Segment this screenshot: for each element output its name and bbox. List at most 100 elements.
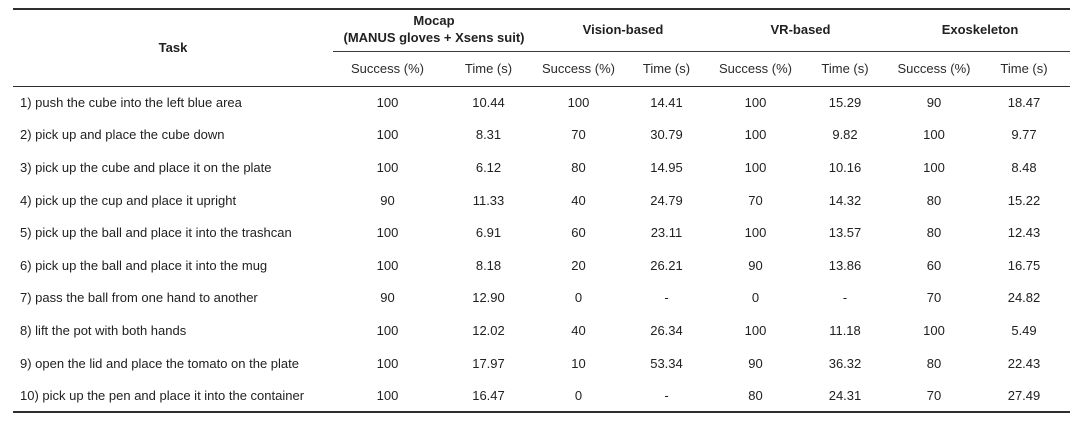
value-cell: 0: [751, 290, 760, 306]
value-cell: 14.41: [650, 95, 683, 111]
value-cell: 90: [380, 192, 395, 208]
value-cell: 70: [571, 127, 586, 143]
value-cell: 10.16: [828, 159, 862, 175]
value-cell: 26.34: [650, 322, 683, 338]
value-cell: 15.29: [828, 95, 862, 111]
value-cell: 40: [571, 192, 586, 208]
value-cell: 26.21: [650, 257, 683, 273]
value-cell: 6.91: [475, 225, 502, 241]
table-row: 10) pick up the pen and place it into th…: [13, 379, 1070, 412]
value-cell: 8.18: [475, 257, 502, 273]
value-cell: 100: [923, 127, 945, 143]
table-row: 2) pick up and place the cube down 100 8.3…: [13, 119, 1070, 152]
value-cell: -: [664, 290, 669, 306]
task-cell: 1) push the cube into the left blue area: [20, 95, 242, 111]
task-column-header: Task: [13, 9, 333, 87]
value-cell: 15.22: [1007, 192, 1041, 208]
group-label-vision-based: Vision-based: [582, 21, 664, 37]
value-cell: 13.86: [828, 257, 862, 273]
task-cell: 9) open the lid and place the tomato on …: [20, 355, 299, 371]
value-cell: 11.33: [472, 192, 505, 208]
value-cell: 8.31: [475, 127, 502, 143]
task-cell: 2) pick up and place the cube down: [20, 127, 225, 143]
table-header: Task Mocap (MANUS gloves + Xsens suit) V…: [13, 9, 1070, 87]
group-header-exoskeleton: Exoskeleton: [890, 9, 1070, 52]
value-cell: 0: [574, 290, 583, 306]
value-cell: 11.18: [829, 322, 861, 338]
value-cell: 40: [571, 322, 586, 338]
group-header-mocap: Mocap (MANUS gloves + Xsens suit): [333, 9, 535, 52]
value-cell: 90: [926, 95, 942, 111]
value-cell: 9.77: [1011, 127, 1037, 143]
value-cell: 20: [571, 257, 586, 273]
value-cell: 70: [926, 387, 942, 403]
value-cell: 100: [376, 225, 399, 241]
value-cell: 5.49: [1011, 322, 1037, 338]
value-cell: -: [664, 387, 669, 403]
value-cell: 24.79: [650, 192, 683, 208]
table-row: 9) open the lid and place the tomato on …: [13, 347, 1070, 380]
value-cell: 100: [376, 387, 399, 403]
value-cell: 80: [926, 192, 942, 208]
task-cell: 3) pick up the cube and place it on the …: [20, 159, 272, 175]
value-cell: 22.43: [1007, 355, 1041, 371]
value-cell: 23.11: [650, 225, 683, 241]
value-cell: 36.32: [828, 355, 862, 371]
value-cell: 100: [376, 127, 399, 143]
subheader-mocap-success: Success (%): [333, 51, 442, 87]
value-cell: 8.48: [1011, 159, 1037, 175]
value-cell: 9.82: [832, 127, 858, 143]
value-cell: 100: [376, 257, 399, 273]
results-table: Task Mocap (MANUS gloves + Xsens suit) V…: [13, 8, 1070, 413]
table-row: 4) pick up the cup and place it upright 9…: [13, 184, 1070, 217]
value-cell: 90: [748, 257, 763, 273]
value-cell: 60: [571, 225, 586, 241]
value-cell: 6.12: [475, 159, 502, 175]
sub-header-row: Success (%) Time (s) Success (%) Time (s…: [13, 51, 1070, 87]
task-cell: 5) pick up the ball and place it into th…: [20, 225, 292, 241]
value-cell: 100: [923, 159, 945, 175]
subheader-vr-success: Success (%): [711, 51, 800, 87]
value-cell: 10.44: [472, 95, 505, 111]
value-cell: 24.31: [828, 387, 862, 403]
value-cell: 100: [744, 225, 767, 241]
value-cell: 100: [744, 127, 767, 143]
task-cell: 8) lift the pot with both hands: [20, 322, 187, 338]
subheader-vision-time: Time (s): [622, 51, 711, 87]
group-sublabel-mocap: (MANUS gloves + Xsens suit): [343, 30, 525, 46]
group-header-row: Task Mocap (MANUS gloves + Xsens suit) V…: [13, 9, 1070, 87]
table-row: 7) pass the ball from one hand to anothe…: [13, 282, 1070, 315]
group-header-vision-based: Vision-based: [535, 9, 711, 52]
value-cell: 100: [744, 159, 767, 175]
subheader-exoskeleton-time: Time (s): [978, 51, 1070, 87]
value-cell: 80: [926, 225, 942, 241]
value-cell: 100: [376, 355, 399, 371]
value-cell: 53.34: [650, 355, 683, 371]
value-cell: 12.90: [472, 290, 505, 306]
task-cell: 4) pick up the cup and place it upright: [20, 192, 237, 208]
value-cell: 100: [376, 95, 399, 111]
value-cell: 10: [571, 355, 586, 371]
value-cell: 70: [926, 290, 942, 306]
value-cell: 30.79: [650, 127, 683, 143]
value-cell: 100: [567, 95, 590, 111]
table-body: 1) push the cube into the left blue area…: [13, 86, 1070, 412]
task-cell: 10) pick up the pen and place it into th…: [20, 387, 305, 403]
value-cell: 100: [744, 95, 767, 111]
task-cell: 6) pick up the ball and place it into th…: [20, 257, 268, 273]
value-cell: 90: [748, 355, 763, 371]
value-cell: 14.32: [828, 192, 862, 208]
value-cell: 13.57: [828, 225, 862, 241]
subheader-exoskeleton-success: Success (%): [890, 51, 978, 87]
value-cell: 80: [748, 387, 763, 403]
group-label-exoskeleton: Exoskeleton: [941, 21, 1019, 37]
subheader-vision-success: Success (%): [535, 51, 622, 87]
value-cell: 100: [923, 322, 945, 338]
table-row: 8) lift the pot with both hands 100 12.02 4…: [13, 314, 1070, 347]
group-label-mocap: Mocap: [413, 13, 455, 29]
table-row: 6) pick up the ball and place it into th…: [13, 249, 1070, 282]
value-cell: -: [842, 290, 848, 306]
results-table-container: Task Mocap (MANUS gloves + Xsens suit) V…: [13, 8, 1070, 413]
group-label-vr-based: VR-based: [770, 21, 831, 37]
